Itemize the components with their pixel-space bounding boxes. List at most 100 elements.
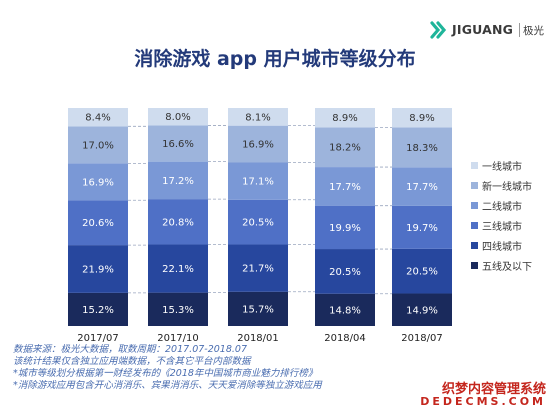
bar-segment [148,161,208,200]
legend-swatch [471,241,478,249]
bar-segment [148,292,208,326]
bar-segment [315,108,375,128]
bar-segment [315,167,375,206]
legend-item: 二线城市 [471,195,532,215]
x-tick-label: 2018/04 [324,333,366,344]
bar-segment [68,200,128,246]
bar-segment [228,125,288,163]
x-tick-label: 2017/07 [77,333,119,344]
jiguang-logo-icon [430,21,447,39]
note-source: 数据来源：极光大数据，取数周期：2017.07-2018.07 [13,344,247,355]
bar-segment [68,292,128,326]
jiguang-logo: JIGUANG 极光 [428,19,548,41]
data-label: 17.0% [82,140,114,151]
chart-x-ticks: 2017/07 2017/10 2018/01 2018/04 2018/07 [77,333,443,344]
data-label: 16.6% [162,139,194,150]
bar-segment [68,245,128,293]
legend-swatch [471,201,478,209]
data-label: 22.1% [162,264,194,275]
legend-swatch [471,261,478,269]
data-label: 17.7% [329,182,361,193]
bar-segment [392,293,452,326]
bar-segment [315,249,375,294]
bar-segment [228,244,288,292]
data-label: 19.9% [329,223,361,234]
data-label: 18.3% [406,143,438,154]
legend-swatch [471,181,478,189]
legend-label: 三线城市 [482,221,522,233]
data-label: 19.7% [406,223,438,234]
bar-segment [228,199,288,245]
logo-divider [519,23,520,37]
legend-label: 一线城市 [482,161,522,173]
logo-brand: JIGUANG [452,22,514,37]
x-tick-label: 2018/01 [237,333,279,344]
bar-segment [315,127,375,168]
bar-segment [68,126,128,164]
data-label: 8.9% [332,113,357,124]
legend-label: 五线及以下 [482,261,532,273]
bar-segment [228,108,288,126]
chart-bars [68,108,452,326]
data-label: 18.2% [329,143,361,154]
legend-label: 二线城市 [482,201,522,213]
bar-segment [148,244,208,293]
data-label: 16.9% [82,177,114,188]
data-label: 14.8% [329,305,361,316]
bar-segment [68,108,128,127]
data-label: 14.9% [406,305,438,316]
logo-cn: 极光 [523,25,544,37]
data-label: 16.9% [242,140,274,151]
chart-title: 消除游戏 app 用户城市等级分布 [134,48,416,70]
data-label: 15.3% [162,305,194,316]
bar-segment [392,167,452,206]
data-label: 15.2% [82,305,114,316]
source-notes: 数据来源：极光大数据，取数周期：2017.07-2018.07 该统计结果仅含独… [13,344,433,392]
data-label: 8.1% [245,112,270,123]
data-label: 20.5% [242,218,274,229]
data-label: 15.7% [242,304,274,315]
legend-swatch [471,161,478,169]
data-label: 17.1% [242,177,274,188]
legend-item: 新一线城市 [471,175,532,195]
bar-segment [228,162,288,200]
data-label: 20.6% [82,218,114,229]
bar-segment [68,163,128,201]
x-tick-label: 2018/07 [401,333,443,344]
x-tick-label: 2017/10 [157,333,199,344]
note-city-tier: *城市等级划分根据第一财经发布的《2018年中国城市商业魅力排行榜》 [13,368,318,379]
watermark: 织梦内容管理系统 DEDECMS.COM [412,376,550,413]
watermark-line2: DEDECMS.COM [420,395,546,408]
bar-segment [228,291,288,326]
data-label: 8.0% [165,112,190,123]
note-scope: 该统计结果仅含独立应用端数据，不含其它平台内部数据 [13,356,251,367]
legend-label: 新一线城市 [482,181,532,193]
data-label: 8.4% [85,113,110,124]
bar-segment [392,248,452,294]
legend-item: 四线城市 [471,235,532,255]
data-label: 21.7% [242,264,274,275]
bar-segment [392,108,452,128]
data-label: 21.9% [82,264,114,275]
data-label: 20.5% [406,267,438,278]
legend-item: 五线及以下 [471,255,532,275]
legend-swatch [471,221,478,229]
legend-item: 一线城市 [471,155,532,175]
data-label: 17.2% [162,176,194,187]
chart-legend: 一线城市新一线城市二线城市三线城市四线城市五线及以下 [471,155,532,275]
bar-segment [315,205,375,250]
chart-labels: 15.2% 21.9% 20.6% 16.9% 17.0% 8.4% 15.3% 22.1% 2… [82,112,438,316]
watermark-line1: 织梦内容管理系统 [441,382,546,397]
bar-segment [148,199,208,245]
bar-segment [315,293,375,326]
bar-segment [148,125,208,162]
legend-item: 三线城市 [471,215,532,235]
legend-label: 四线城市 [482,241,522,253]
data-label: 17.7% [406,182,438,193]
bar-segment [392,127,452,168]
data-label: 20.8% [162,217,194,228]
bar-segment [392,205,452,249]
note-apps: *消除游戏应用包含开心消消乐、宾果消消乐、天天爱消除等独立游戏应用 [13,380,322,391]
data-label: 20.5% [329,267,361,278]
